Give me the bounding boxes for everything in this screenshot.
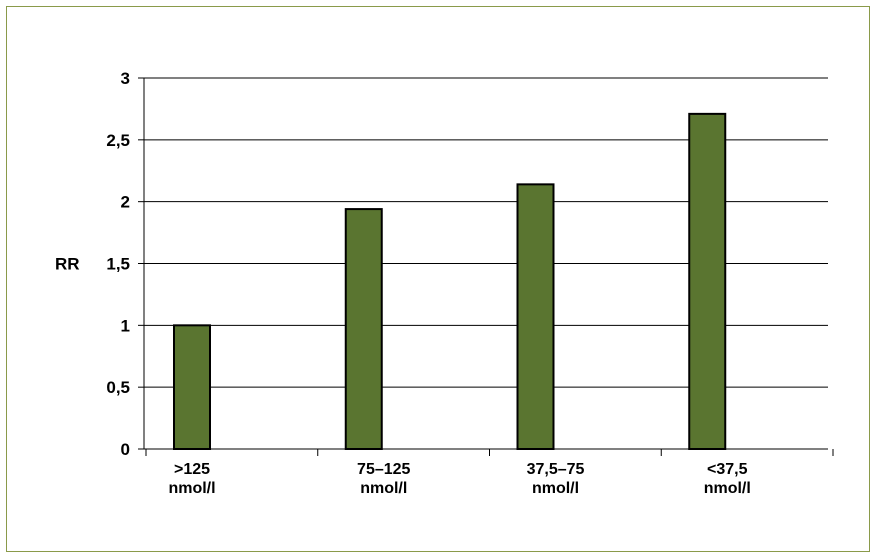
- y-tick-label: 2: [121, 193, 130, 212]
- y-tick-labels: 0 0,5 1 1,5 2 2,5 3: [106, 69, 130, 459]
- y-tick-label: 0: [121, 440, 130, 459]
- x-tick-label: nmol/l: [704, 480, 751, 497]
- y-tick-label: 3: [121, 69, 130, 88]
- y-axis-label: RR: [55, 255, 80, 274]
- y-tick-label: 1,5: [106, 255, 130, 274]
- y-tick-label: 0,5: [106, 378, 130, 397]
- x-tick-label: 75–125: [357, 461, 410, 478]
- bar: [344, 208, 383, 450]
- x-tick-label: nmol/l: [168, 480, 215, 497]
- y-tick-label: 2,5: [106, 131, 130, 150]
- axes: [138, 77, 834, 456]
- bar: [516, 183, 555, 450]
- x-tick-label: nmol/l: [532, 480, 579, 497]
- y-tick-label: 1: [121, 316, 130, 335]
- x-tick-label: nmol/l: [360, 480, 407, 497]
- x-tick-label: <37,5: [707, 461, 748, 478]
- bars: [173, 112, 727, 451]
- bar: [173, 324, 211, 451]
- bar: [688, 112, 727, 450]
- x-tick-label: >125: [174, 461, 210, 478]
- x-tick-labels: >125 nmol/l 75–125 nmol/l 37,5–75 nmol/l <37,5…: [168, 461, 750, 497]
- x-tick-label: 37,5–75: [527, 461, 585, 478]
